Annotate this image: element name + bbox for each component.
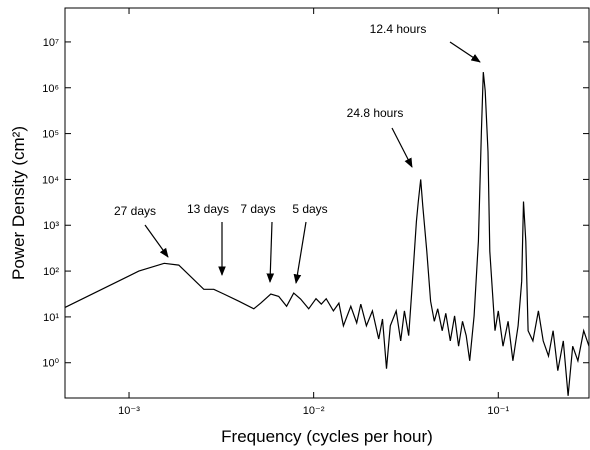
annotation-arrow	[391, 127, 413, 168]
y-tick-label: 10⁴	[42, 174, 59, 186]
x-axis-label: Frequency (cycles per hour)	[221, 427, 433, 446]
y-tick-label: 10³	[43, 220, 59, 232]
x-tick-label: 10⁻²	[303, 405, 325, 417]
annotation-arrow	[449, 41, 481, 63]
x-tick-label: 10⁻³	[118, 405, 140, 417]
x-tick-label: 10⁻¹	[487, 405, 509, 417]
spectrum-line	[65, 72, 589, 396]
annotation: 27 days	[114, 204, 156, 218]
plot-frame	[64, 7, 590, 399]
y-tick-label: 10⁵	[42, 129, 59, 141]
annotation: 24.8 hours	[347, 106, 404, 120]
annotation: 7 days	[240, 202, 275, 216]
annotation-arrow	[266, 221, 275, 283]
annotation: 13 days	[187, 202, 229, 216]
y-tick-label: 10⁰	[42, 358, 59, 370]
annotation: 5 days	[292, 202, 327, 216]
y-tick-label: 10⁶	[42, 83, 59, 95]
annotation-arrow	[144, 224, 169, 258]
annotation-arrow	[293, 221, 307, 284]
y-axis-label: Power Density (cm²)	[9, 126, 28, 280]
y-tick-label: 10¹	[43, 312, 59, 324]
annotation: 12.4 hours	[370, 22, 427, 36]
y-tick-label: 10²	[43, 266, 59, 278]
y-tick-label: 10⁷	[43, 37, 59, 49]
